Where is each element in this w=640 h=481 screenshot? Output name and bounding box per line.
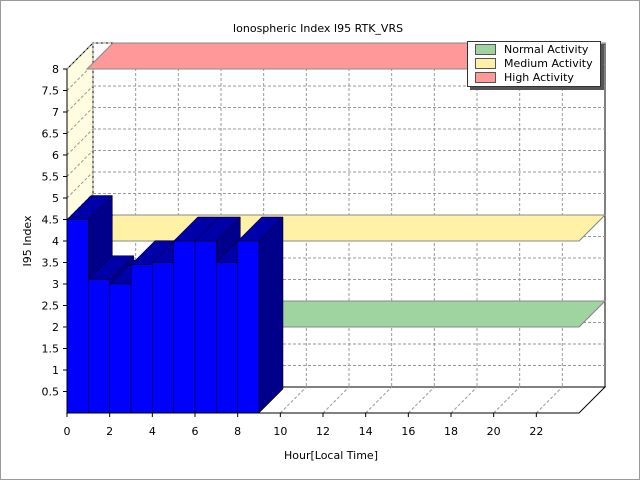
y-tick-label: 6 xyxy=(52,149,59,162)
x-tick-label: 20 xyxy=(487,425,501,438)
x-tick-label: 0 xyxy=(64,425,71,438)
bar xyxy=(109,283,132,414)
grid-line-x-floor xyxy=(450,386,478,414)
x-tick-label: 22 xyxy=(529,425,543,438)
legend-label-high: High Activity xyxy=(504,71,574,84)
legend-swatch-high xyxy=(475,72,496,83)
grid-line-x-floor xyxy=(322,386,350,414)
y-tick-label: 1 xyxy=(52,364,59,377)
y-tick-label: 8 xyxy=(52,63,59,76)
x-tick-label: 18 xyxy=(444,425,458,438)
legend-item-medium: Medium Activity xyxy=(475,57,593,70)
band-medium-slab xyxy=(85,214,607,242)
grid-line-x-floor xyxy=(365,386,393,414)
bar xyxy=(88,279,110,414)
legend: Normal Activity Medium Activity High Act… xyxy=(467,41,601,87)
y-axis-label: I95 Index xyxy=(21,215,34,267)
legend-swatch-normal xyxy=(475,44,496,55)
x-tick-label: 8 xyxy=(234,425,241,438)
bar xyxy=(216,262,238,414)
bar xyxy=(194,240,217,414)
x-axis-label: Hour[Local Time] xyxy=(284,449,378,462)
x-tick-label: 6 xyxy=(192,425,199,438)
grid-line-y-side xyxy=(66,107,94,134)
x-tick-label: 16 xyxy=(401,425,415,438)
grid-line-y-side xyxy=(66,42,94,70)
legend-label-medium: Medium Activity xyxy=(504,57,593,70)
y-tick-label: 0.5 xyxy=(42,386,60,399)
grid-line-x-floor xyxy=(407,386,435,414)
legend-label-normal: Normal Activity xyxy=(504,43,589,56)
y-tick-label: 5.5 xyxy=(42,171,60,184)
x-tick-label: 4 xyxy=(149,425,156,438)
legend-swatch-medium xyxy=(475,58,496,69)
grid-line-x-floor xyxy=(535,386,563,414)
grid-line-x-floor xyxy=(493,386,521,414)
legend-item-high: High Activity xyxy=(475,71,574,84)
bar xyxy=(130,264,153,414)
y-tick-label: 5 xyxy=(52,192,59,205)
y-tick-label: 7 xyxy=(52,106,59,119)
x-tick-label: 14 xyxy=(359,425,373,438)
bar-side xyxy=(258,216,284,414)
y-tick-label: 1.5 xyxy=(42,343,60,356)
bar xyxy=(66,219,89,414)
x-tick-label: 2 xyxy=(106,425,113,438)
y-tick-label: 6.5 xyxy=(42,128,60,141)
bar xyxy=(152,262,174,414)
y-tick-label: 2 xyxy=(52,321,59,334)
y-tick-label: 2.5 xyxy=(42,300,60,313)
y-tick-label: 3 xyxy=(52,278,59,291)
x-tick-label: 12 xyxy=(316,425,330,438)
bar xyxy=(173,240,196,414)
legend-item-normal: Normal Activity xyxy=(475,43,588,56)
grid-line-y-side xyxy=(66,150,94,177)
x-tick-label: 10 xyxy=(273,425,287,438)
grid-line-y-side xyxy=(66,85,94,113)
grid-line-y-side xyxy=(66,171,94,199)
chart-title: Ionospheric Index I95 RTK_VRS xyxy=(233,22,403,35)
y-tick-label: 3.5 xyxy=(42,257,60,270)
grid-line-x-floor xyxy=(279,386,307,414)
bar xyxy=(237,240,260,414)
grid-line-y-side xyxy=(66,128,94,156)
y-tick-label: 4 xyxy=(52,235,59,248)
y-tick-label: 4.5 xyxy=(42,214,60,227)
y-tick-label: 7.5 xyxy=(42,85,60,98)
